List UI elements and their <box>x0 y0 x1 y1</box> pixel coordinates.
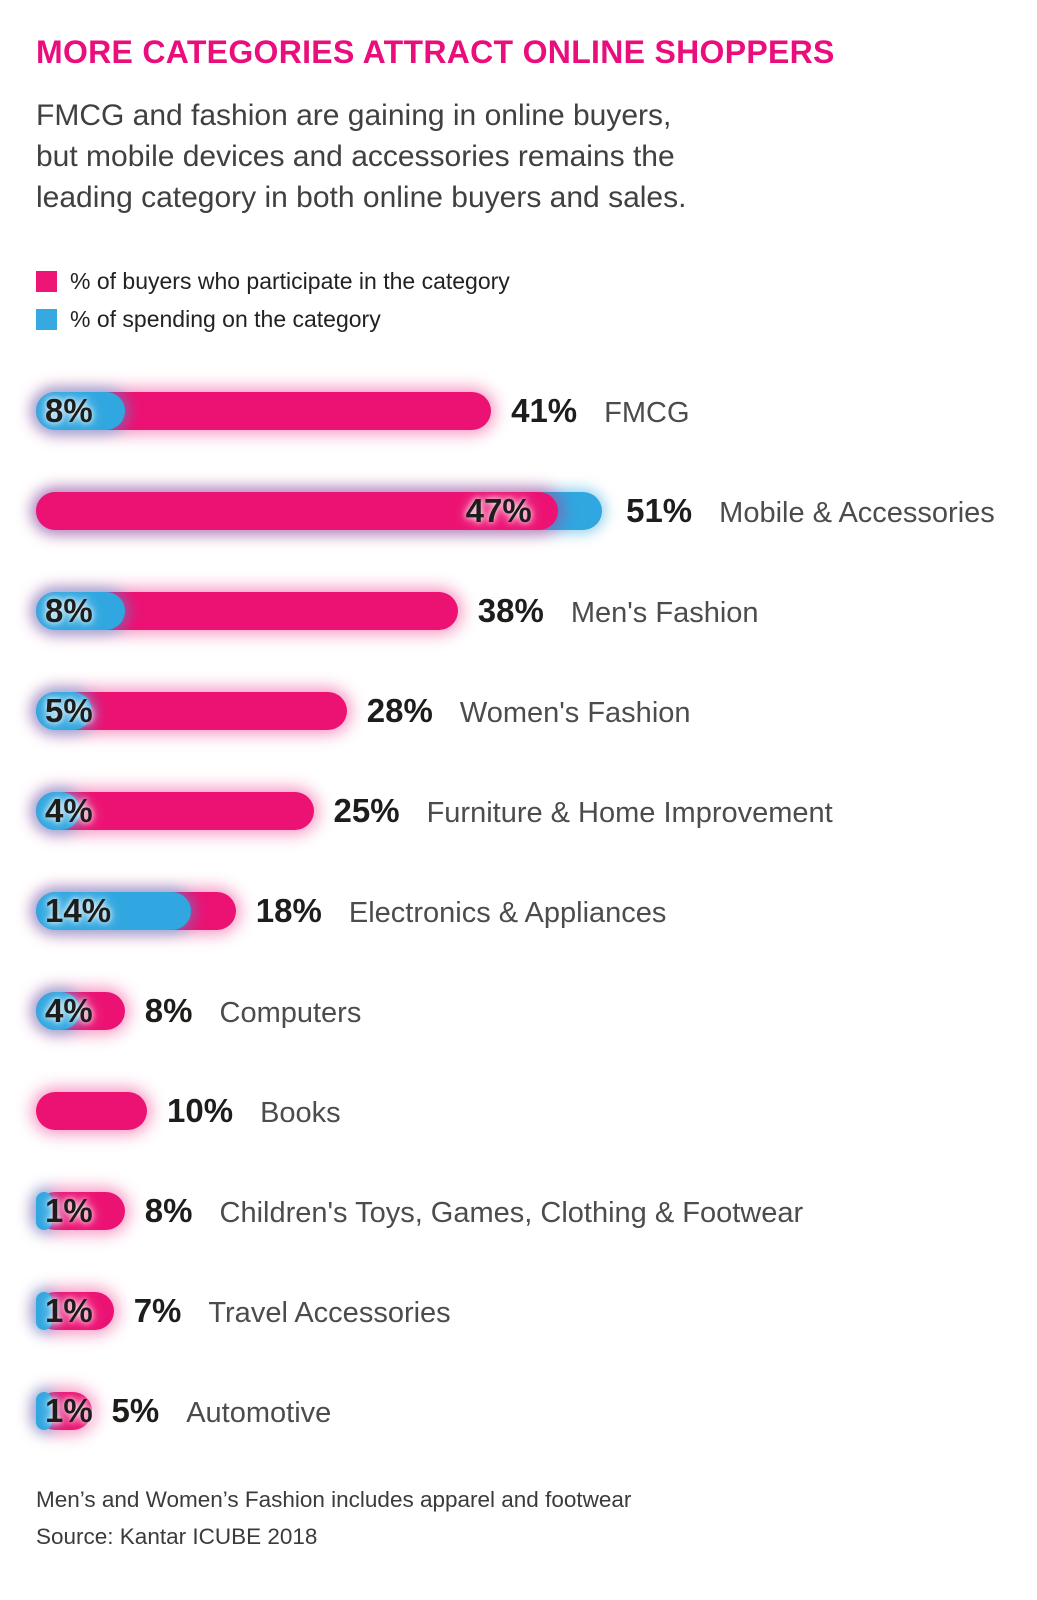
bar-row: 4% 25% Furniture & Home Improvement <box>36 761 1013 861</box>
bar-labels: 10% Books <box>167 1092 341 1130</box>
buyers-value: 18% <box>255 892 322 929</box>
bar-row: 5% 28% Women's Fashion <box>36 661 1013 761</box>
legend-item-spending: % of spending on the category <box>36 306 1013 333</box>
bar-labels: 18% Electronics & Appliances <box>256 892 667 930</box>
spending-bar <box>36 1292 52 1330</box>
spending-bar <box>36 1392 52 1430</box>
buyers-value: 5% <box>111 1392 160 1429</box>
buyers-value: 7% <box>133 1292 182 1329</box>
spending-bar <box>36 392 125 430</box>
buyers-value: 8% <box>144 1192 193 1229</box>
buyers-value: 8% <box>144 992 193 1029</box>
buyers-value: 41% <box>511 392 578 429</box>
spending-value: 8% <box>45 392 93 429</box>
category-label: Furniture & Home Improvement <box>426 797 833 829</box>
category-label: FMCG <box>604 397 690 429</box>
page-title: MORE CATEGORIES ATTRACT ONLINE SHOPPERS <box>36 34 835 70</box>
bar-labels: 5% Automotive <box>112 1392 332 1430</box>
buyers-value: 25% <box>333 792 400 829</box>
bar-labels: 25% Furniture & Home Improvement <box>334 792 833 830</box>
bar-row: 10% Books <box>36 1061 1013 1161</box>
bar-labels: 28% Women's Fashion <box>367 692 691 730</box>
category-label: Mobile & Accessories <box>719 497 995 529</box>
bar-row: 1% 5% Automotive <box>36 1361 1013 1461</box>
spending-value: 8% <box>45 592 93 629</box>
subtitle-line: but mobile devices and accessories remai… <box>36 140 675 173</box>
bar-row: 47% 51% Mobile & Accessories <box>36 461 1013 561</box>
bar-row: 8% 41% FMCG <box>36 361 1013 461</box>
buyers-bar <box>36 792 314 830</box>
buyers-bar <box>36 1092 147 1130</box>
subtitle-line: leading category in both online buyers a… <box>36 181 687 214</box>
bar-labels: 8% Computers <box>145 992 362 1030</box>
legend-item-buyers: % of buyers who participate in the categ… <box>36 268 1013 295</box>
subtitle: FMCG and fashion are gaining in online b… <box>36 95 1013 218</box>
bar-row: 1% 8% Children's Toys, Games, Clothing & F… <box>36 1161 1013 1261</box>
spending-value: 1% <box>45 1192 93 1229</box>
bar-chart: 8% 41% FMCG 47% 51% Mobile & Accessories 8% 38%… <box>36 361 1013 1461</box>
buyers-bar <box>36 492 558 530</box>
spending-value: 1% <box>45 1392 93 1429</box>
buyers-value: 10% <box>167 1092 234 1129</box>
footnote: Men’s and Women’s Fashion includes appar… <box>36 1487 632 1512</box>
bar-labels: 51% Mobile & Accessories <box>626 492 995 530</box>
spending-value: 1% <box>45 1292 93 1329</box>
spending-bar <box>36 692 92 730</box>
category-label: Children's Toys, Games, Clothing & Footw… <box>219 1197 804 1229</box>
spending-value: 5% <box>45 692 93 729</box>
source: Source: Kantar ICUBE 2018 <box>36 1524 318 1549</box>
spending-value: 51% <box>626 492 693 529</box>
buyers-value: 47% <box>465 492 532 529</box>
category-label: Travel Accessories <box>208 1297 451 1329</box>
buyers-value: 28% <box>366 692 433 729</box>
bar-labels: 8% Children's Toys, Games, Clothing & Foo… <box>145 1192 803 1230</box>
spending-bar <box>36 792 81 830</box>
spending-bar <box>36 592 125 630</box>
category-label: Electronics & Appliances <box>348 897 667 929</box>
subtitle-line: FMCG and fashion are gaining in online b… <box>36 99 672 132</box>
category-label: Women's Fashion <box>459 697 691 729</box>
bar-row: 8% 38% Men's Fashion <box>36 561 1013 661</box>
spending-swatch-icon <box>36 309 57 330</box>
spending-bar <box>36 1192 52 1230</box>
bar-labels: 38% Men's Fashion <box>478 592 759 630</box>
footnotes: Men’s and Women’s Fashion includes appar… <box>36 1481 1013 1555</box>
legend-label-buyers: % of buyers who participate in the categ… <box>70 268 510 294</box>
bar-row: 1% 7% Travel Accessories <box>36 1261 1013 1361</box>
spending-value: 14% <box>45 892 112 929</box>
category-label: Men's Fashion <box>570 597 759 629</box>
bar-row: 4% 8% Computers <box>36 961 1013 1061</box>
bar-labels: 7% Travel Accessories <box>134 1292 451 1330</box>
category-label: Automotive <box>186 1397 332 1429</box>
bar-row: 14% 18% Electronics & Appliances <box>36 861 1013 961</box>
legend: % of buyers who participate in the categ… <box>36 268 1013 333</box>
spending-value: 4% <box>45 992 93 1029</box>
bar-labels: 41% FMCG <box>511 392 689 430</box>
buyers-swatch-icon <box>36 271 57 292</box>
spending-value: 4% <box>45 792 93 829</box>
spending-bar <box>36 992 81 1030</box>
category-label: Computers <box>219 997 362 1029</box>
legend-label-spending: % of spending on the category <box>70 306 381 332</box>
buyers-value: 38% <box>477 592 544 629</box>
category-label: Books <box>260 1097 341 1129</box>
spending-bar <box>36 892 192 930</box>
